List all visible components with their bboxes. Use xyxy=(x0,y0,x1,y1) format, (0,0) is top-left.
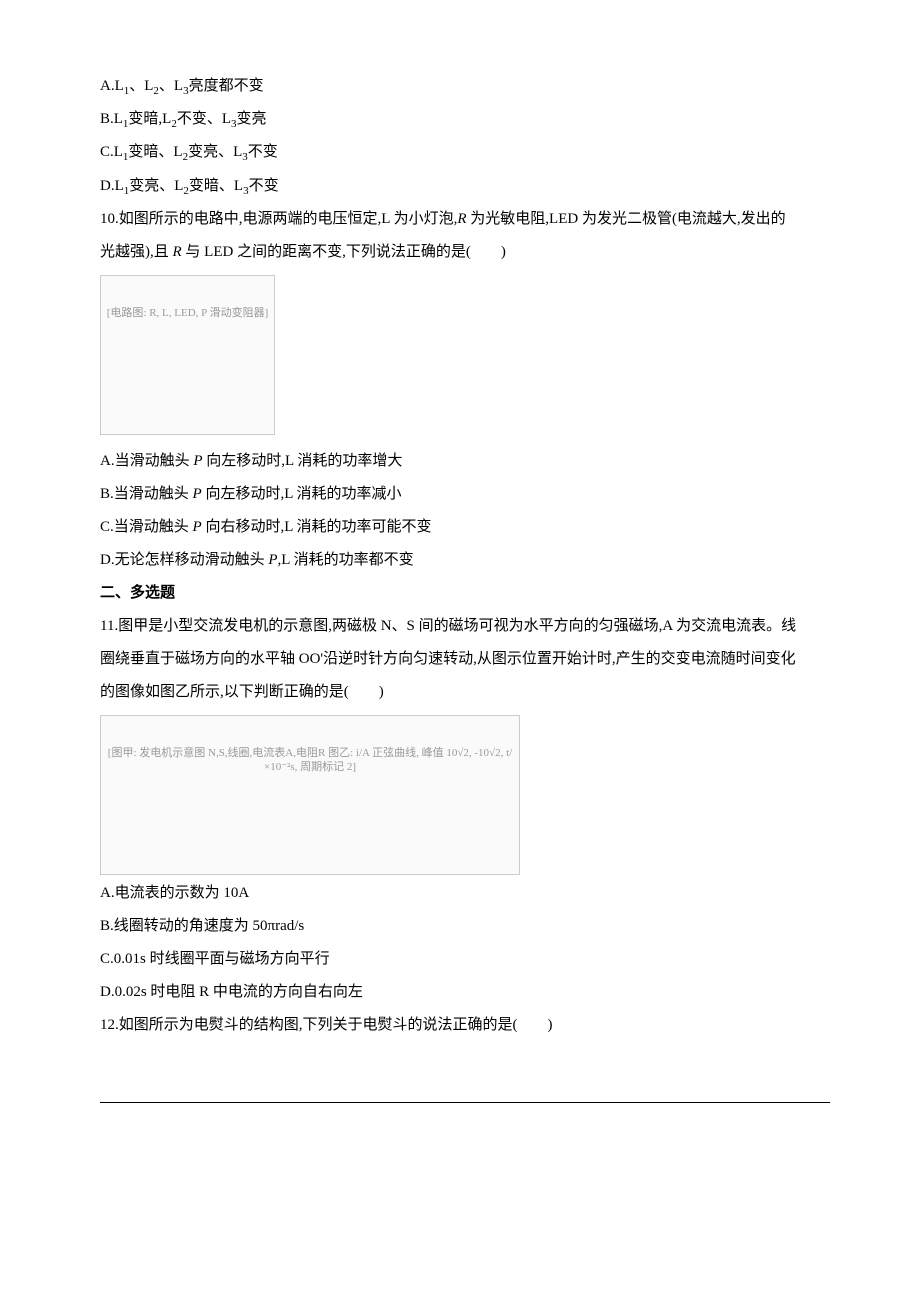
q10-option-d: D.无论怎样移动滑动触头 P,L 消耗的功率都不变 xyxy=(100,544,830,577)
q10-option-b: B.当滑动触头 P 向左移动时,L 消耗的功率减小 xyxy=(100,478,830,511)
q11-generator-image: [图甲: 发电机示意图 N,S,线圈,电流表A,电阻R 图乙: i/A 正弦曲线… xyxy=(100,715,520,875)
q10-stem-line2: 光越强),且 R 与 LED 之间的距离不变,下列说法正确的是( ) xyxy=(100,236,830,269)
q11-option-a: A.电流表的示数为 10A xyxy=(100,877,830,910)
q9-option-a: A.L1、L2、L3亮度都不变 xyxy=(100,70,830,103)
q12-stem: 12.如图所示为电熨斗的结构图,下列关于电熨斗的说法正确的是( ) xyxy=(100,1009,830,1042)
q11-option-c: C.0.01s 时线圈平面与磁场方向平行 xyxy=(100,943,830,976)
q9-option-b: B.L1变暗,L2不变、L3变亮 xyxy=(100,103,830,136)
q10-option-c: C.当滑动触头 P 向右移动时,L 消耗的功率可能不变 xyxy=(100,511,830,544)
q11-option-d: D.0.02s 时电阻 R 中电流的方向自右向左 xyxy=(100,976,830,1009)
footer-rule xyxy=(100,1102,830,1103)
q10-option-a: A.当滑动触头 P 向左移动时,L 消耗的功率增大 xyxy=(100,445,830,478)
q11-stem-line2: 圈绕垂直于磁场方向的水平轴 OO'沿逆时针方向匀速转动,从图示位置开始计时,产生… xyxy=(100,643,830,676)
q9-option-c: C.L1变暗、L2变亮、L3不变 xyxy=(100,136,830,169)
q11-option-b: B.线圈转动的角速度为 50πrad/s xyxy=(100,910,830,943)
q10-stem-line1: 10.如图所示的电路中,电源两端的电压恒定,L 为小灯泡,R 为光敏电阻,LED… xyxy=(100,203,830,236)
q9-option-d: D.L1变亮、L2变暗、L3不变 xyxy=(100,170,830,203)
q10-circuit-image: [电路图: R, L, LED, P 滑动变阻器] xyxy=(100,275,275,435)
section-2-heading: 二、多选题 xyxy=(100,577,830,610)
q11-stem-line1: 11.图甲是小型交流发电机的示意图,两磁极 N、S 间的磁场可视为水平方向的匀强… xyxy=(100,610,830,643)
q11-stem-line3: 的图像如图乙所示,以下判断正确的是( ) xyxy=(100,676,830,709)
